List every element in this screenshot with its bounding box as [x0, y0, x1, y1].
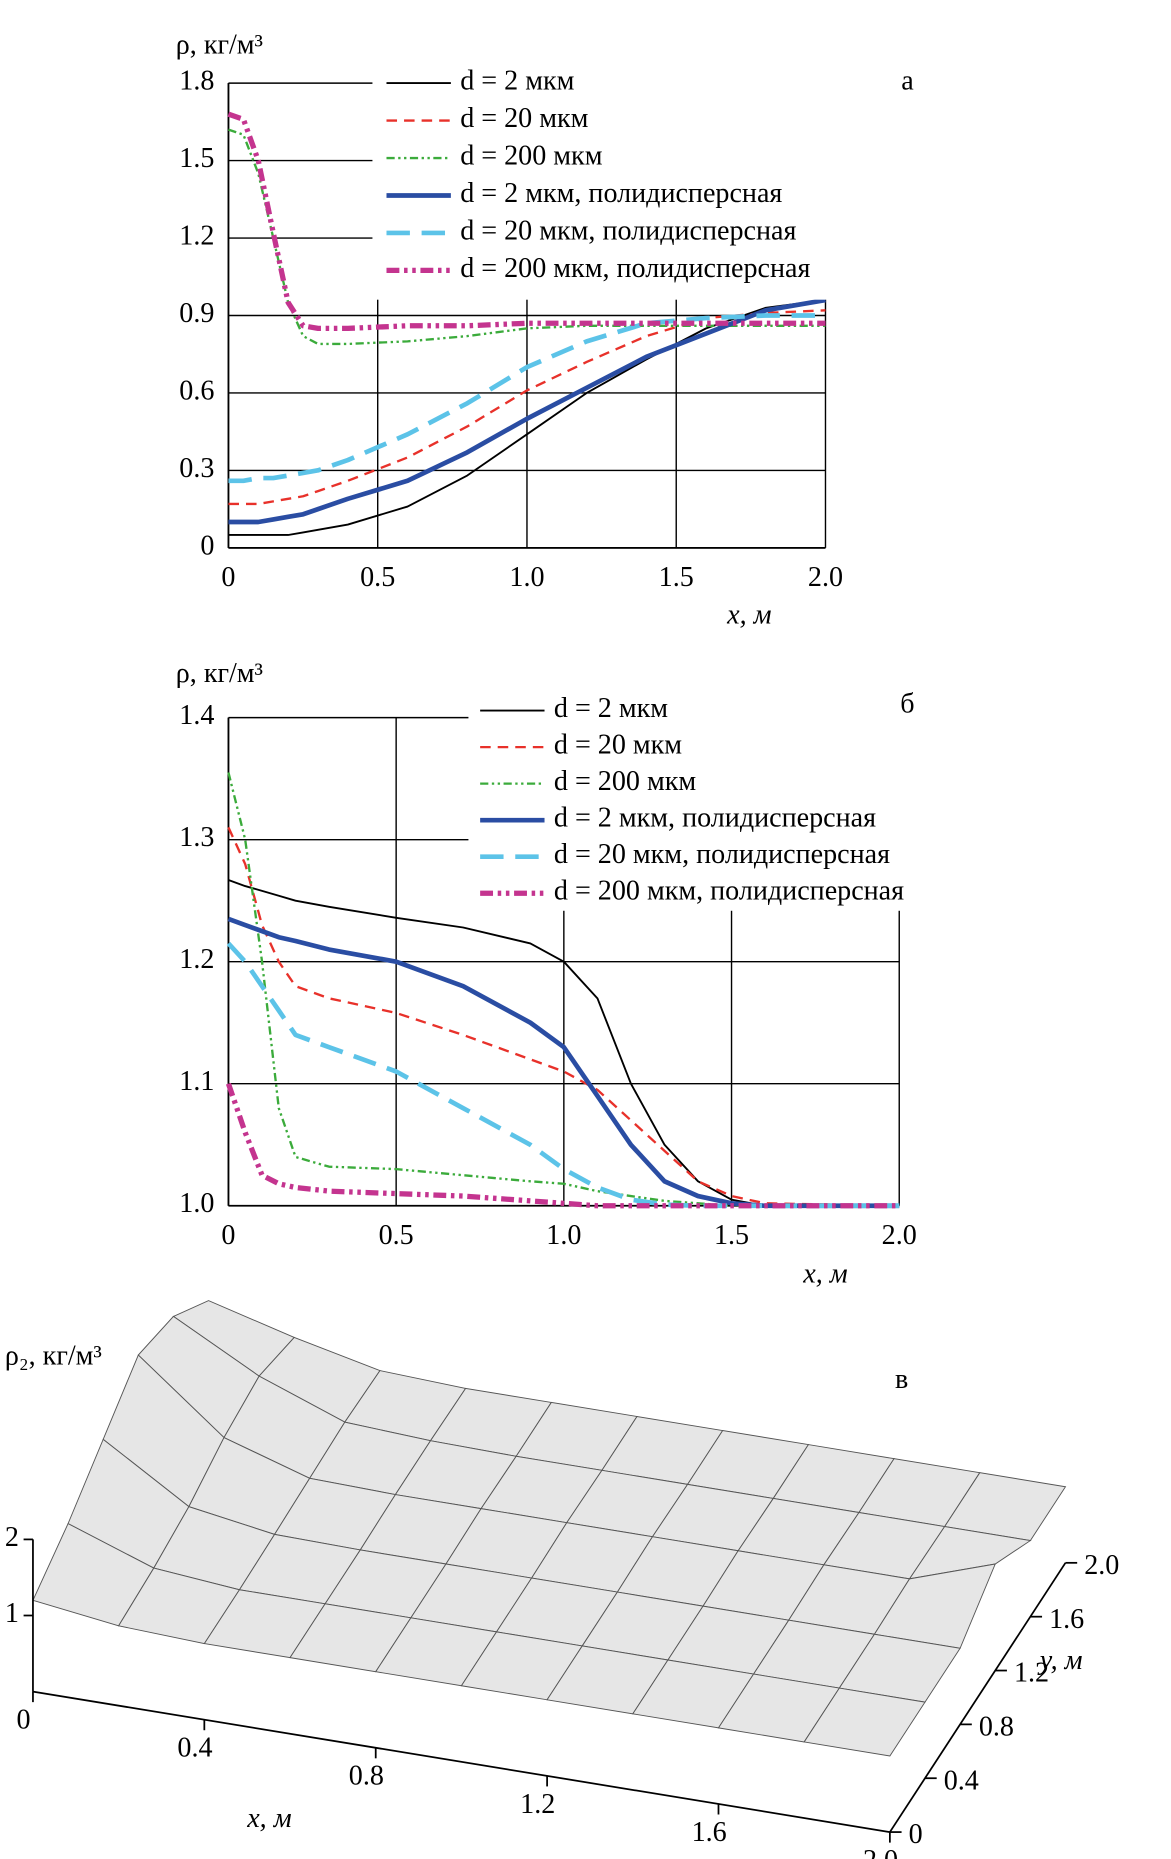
y-tick-label: 0 [200, 530, 214, 561]
legend-label: d = 20 мкм, полидисперсная [554, 839, 890, 870]
y-tick-label: 0.9 [179, 298, 214, 329]
x-tick-label: 0.5 [360, 562, 395, 593]
y-tick-label: 0.4 [944, 1765, 979, 1796]
y-tick-label: 1.8 [179, 66, 214, 97]
x-tick-label: 1.2 [520, 1789, 555, 1820]
legend-label: d = 20 мкм [460, 103, 588, 134]
y-tick-label: 1.0 [179, 1188, 214, 1219]
series-line [228, 297, 826, 525]
series-line [228, 309, 826, 506]
legend-label: d = 200 мкм, полидисперсная [460, 253, 810, 284]
x-tick-label: 2.0 [808, 562, 843, 593]
y-tick-label: 0 [909, 1819, 923, 1850]
x-tick-label: 1.6 [692, 1817, 727, 1848]
x-tick-label: 0.4 [177, 1733, 212, 1764]
chart-title: в [895, 1364, 908, 1395]
x-tick-label: 1.5 [659, 562, 694, 593]
y-tick-label: 0.6 [179, 375, 214, 406]
y-tick-label: 0.8 [979, 1712, 1014, 1743]
legend-label: d = 2 мкм [460, 66, 574, 97]
series-line [228, 313, 826, 484]
x-tick-label: 0.8 [349, 1761, 384, 1792]
x-axis-label: x, м [802, 1258, 848, 1289]
y-tick-label: 1.2 [1014, 1658, 1049, 1689]
x-tick-label: 0 [17, 1704, 31, 1735]
z-axis-label: ρ₂, кг/м³ [5, 1340, 102, 1371]
chart-title: б [900, 688, 914, 719]
y-axis-label: y, м [1037, 1645, 1083, 1676]
x-tick-label: 0.5 [379, 1220, 414, 1251]
y-tick-label: 1.5 [179, 143, 214, 174]
y-tick-label: 0.3 [179, 453, 214, 484]
x-tick-label: 2.0 [882, 1220, 917, 1251]
legend-label: d = 2 мкм, полидисперсная [554, 803, 876, 834]
z-tick-label: 2 [5, 1522, 19, 1553]
x-axis-label: x, м [246, 1803, 292, 1834]
series-line [225, 1082, 900, 1209]
series-line [227, 826, 900, 1207]
chart-title: а [901, 66, 914, 97]
y-axis-label: ρ, кг/м³ [176, 658, 263, 689]
x-tick-label: 0 [221, 562, 235, 593]
z-tick-label: 1 [5, 1598, 19, 1629]
y-tick-label: 1.3 [179, 822, 214, 853]
y-axis-label: ρ, кг/м³ [176, 29, 263, 60]
y-tick-label: 1.2 [179, 220, 214, 251]
x-axis [32, 1690, 891, 1833]
legend-label: d = 20 мкм, полидисперсная [460, 215, 796, 246]
x-tick-label: 1.0 [509, 562, 544, 593]
series-line [227, 916, 900, 1209]
x-tick-label: 1.5 [714, 1220, 749, 1251]
surface-patch [803, 1687, 926, 1757]
legend-label: d = 200 мкм [554, 766, 696, 797]
x-tick-label: 2.0 [863, 1845, 898, 1859]
legend-label: d = 2 мкм, полидисперсная [460, 178, 782, 209]
y-tick-label: 1.1 [179, 1066, 214, 1097]
legend-box [468, 693, 949, 911]
legend-box [372, 65, 853, 300]
y-axis [889, 1562, 1067, 1833]
x-tick-label: 1.0 [546, 1220, 581, 1251]
y-tick-label: 1.4 [179, 700, 214, 731]
x-axis-label: x, м [726, 599, 772, 630]
legend-label: d = 200 мкм, полидисперсная [554, 876, 904, 907]
legend-label: d = 200 мкм [460, 140, 602, 171]
legend-label: d = 2 мкм [554, 693, 668, 724]
y-tick-label: 2.0 [1084, 1550, 1119, 1581]
x-tick-label: 0 [221, 1220, 235, 1251]
series-line [227, 111, 826, 332]
y-tick-label: 1.2 [179, 944, 214, 975]
y-tick-label: 1.6 [1049, 1604, 1084, 1635]
legend-label: d = 20 мкм [554, 730, 682, 761]
